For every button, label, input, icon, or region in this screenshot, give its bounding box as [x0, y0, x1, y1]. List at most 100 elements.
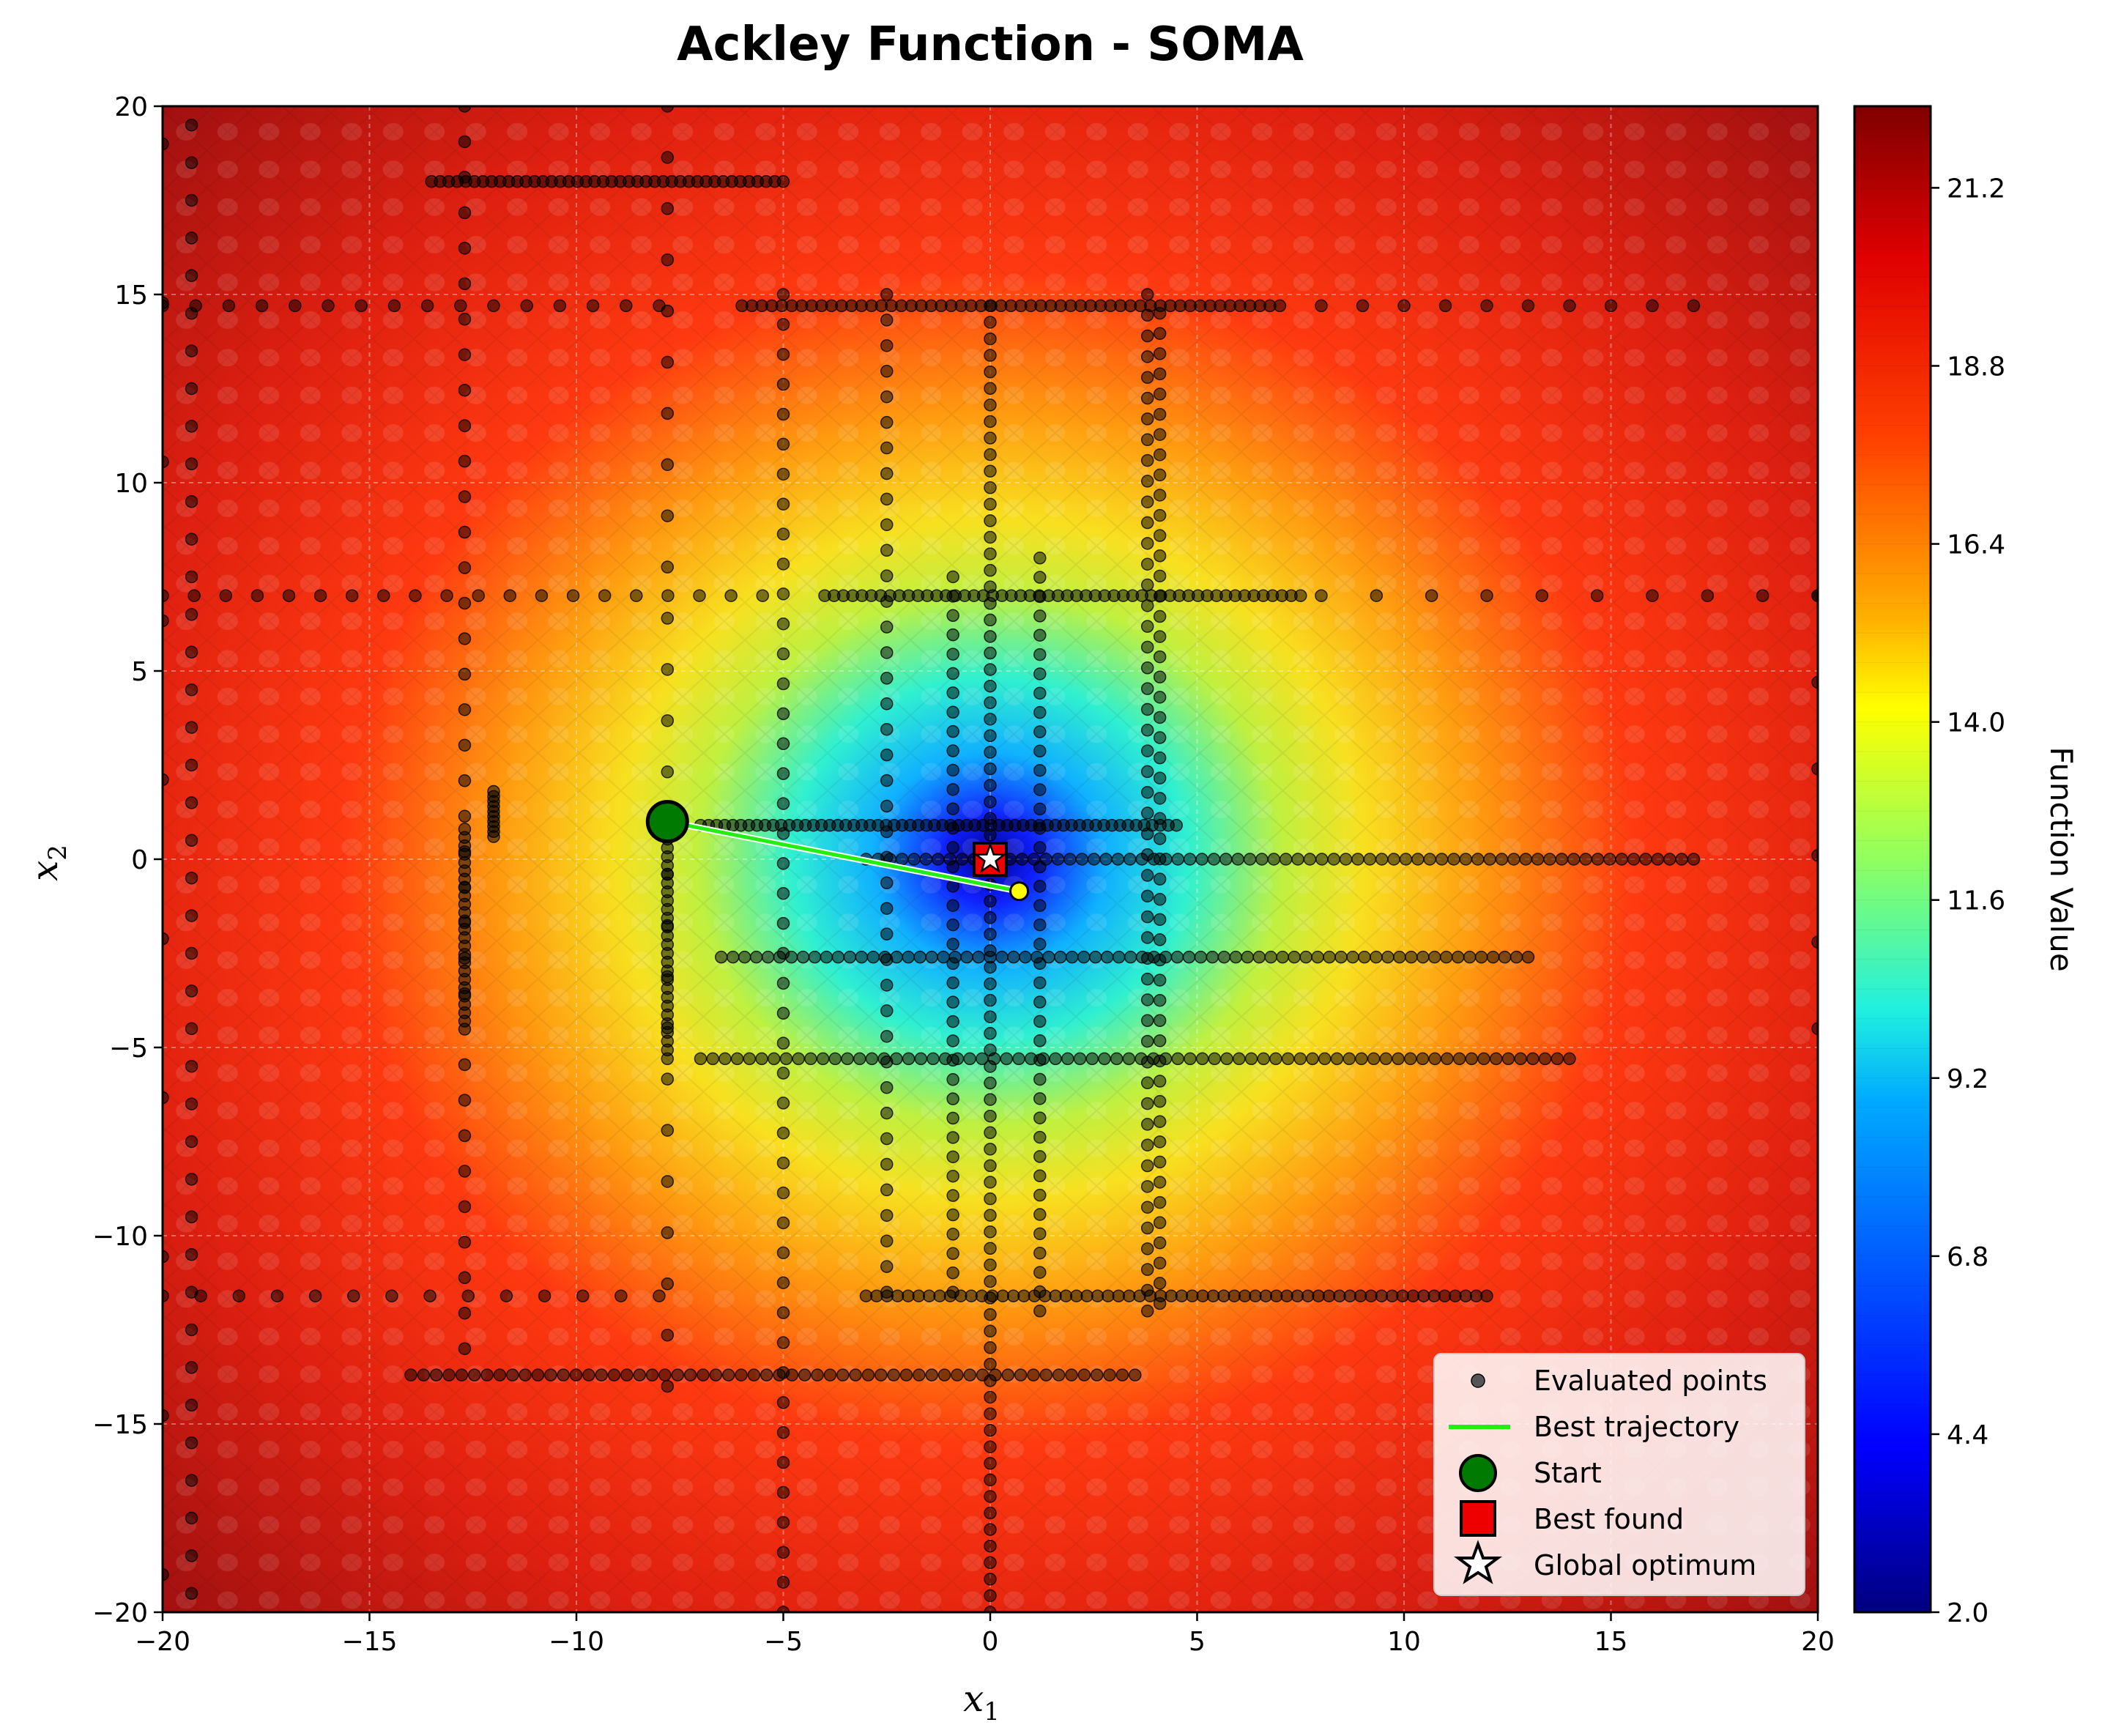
evaluated-point	[880, 1080, 894, 1094]
evaluated-point	[984, 365, 997, 379]
evaluated-point	[163, 455, 169, 469]
evaluated-point	[661, 1379, 675, 1393]
evaluated-point	[984, 316, 997, 329]
evaluated-point	[1140, 391, 1154, 405]
evaluated-point	[1007, 950, 1020, 964]
evaluated-point	[185, 834, 198, 847]
evaluated-point	[1140, 1283, 1154, 1297]
evaluated-point	[1563, 1052, 1576, 1066]
evaluated-point	[1241, 950, 1255, 964]
evaluated-point	[1356, 299, 1370, 313]
evaluated-point	[984, 1374, 997, 1387]
evaluated-point	[569, 1368, 583, 1381]
evaluated-point	[880, 672, 894, 685]
evaluated-point	[925, 950, 938, 964]
evaluated-point	[661, 970, 675, 984]
evaluated-point	[185, 1511, 198, 1525]
evaluated-point	[984, 1556, 997, 1570]
evaluated-point	[1140, 869, 1154, 882]
evaluated-point	[880, 825, 894, 839]
evaluated-point	[1000, 1052, 1014, 1066]
evaluated-point	[1033, 1188, 1047, 1202]
evaluated-point	[620, 1368, 634, 1381]
evaluated-point	[776, 1306, 790, 1319]
evaluated-point	[1375, 1289, 1389, 1302]
evaluated-point	[880, 927, 894, 941]
evaluated-point	[776, 557, 790, 571]
evaluated-point	[661, 106, 675, 113]
evaluated-point	[1140, 1097, 1154, 1110]
evaluated-point	[163, 1289, 169, 1302]
legend-label-best-trajectory: Best trajectory	[1534, 1411, 1739, 1443]
evaluated-point	[1555, 853, 1569, 866]
evaluated-point	[1591, 853, 1605, 866]
evaluated-point	[1463, 950, 1477, 964]
evaluated-point	[1646, 589, 1659, 602]
evaluated-point	[1140, 1118, 1154, 1131]
evaluated-point	[776, 857, 790, 870]
evaluated-point	[1153, 1075, 1167, 1088]
evaluated-point	[984, 382, 997, 396]
evaluated-point	[653, 299, 666, 313]
evaluated-point	[1153, 1135, 1167, 1149]
evaluated-point	[385, 1289, 398, 1302]
evaluated-point	[946, 783, 959, 796]
evaluated-point	[946, 1073, 959, 1086]
evaluated-point	[1153, 933, 1167, 946]
evaluated-point	[880, 1132, 894, 1146]
evaluated-point	[1590, 589, 1604, 602]
x-tick-label: 20	[1801, 1627, 1835, 1657]
evaluated-point	[1140, 599, 1154, 612]
evaluated-point	[487, 299, 500, 313]
evaluated-point	[866, 950, 880, 964]
evaluated-point	[1363, 853, 1377, 866]
evaluated-point	[1208, 1052, 1222, 1066]
evaluated-point	[409, 589, 422, 602]
evaluated-point	[880, 1030, 894, 1043]
evaluated-point	[1756, 589, 1769, 602]
evaluated-point	[984, 431, 997, 445]
evaluated-point	[776, 348, 790, 361]
evaluated-point	[1153, 1297, 1167, 1310]
evaluated-point	[1140, 931, 1154, 944]
evaluated-point	[880, 314, 894, 327]
evaluated-point	[1153, 569, 1167, 583]
evaluated-point	[1483, 853, 1496, 866]
evaluated-point	[1153, 327, 1167, 341]
evaluated-point	[1811, 935, 1818, 949]
evaluated-point	[163, 299, 169, 313]
evaluated-point	[880, 697, 894, 711]
evaluated-point	[1111, 853, 1125, 866]
evaluated-point	[779, 1052, 793, 1066]
evaluated-point	[1087, 853, 1101, 866]
evaluated-point	[458, 1023, 472, 1036]
evaluated-point	[417, 1368, 431, 1381]
evaluated-point	[1330, 1052, 1344, 1066]
evaluated-point	[776, 677, 790, 691]
evaluated-point	[1033, 705, 1047, 719]
evaluated-point	[1110, 1052, 1124, 1066]
evaluated-point	[480, 1368, 494, 1381]
evaluated-point	[1015, 853, 1029, 866]
colorbar-ticks: 2.0 4.4 6.8 9.2 11.6 14.0 16.4 18.8 21.2	[1931, 174, 2005, 1628]
evaluated-point	[1627, 853, 1641, 866]
evaluated-point	[458, 845, 472, 858]
evaluated-point	[219, 589, 232, 602]
evaluated-point	[880, 646, 894, 659]
evaluated-point	[1077, 1368, 1091, 1381]
evaluated-point	[1438, 299, 1452, 313]
evaluated-point	[880, 953, 894, 966]
evaluated-point	[661, 1072, 675, 1086]
evaluated-point	[951, 1368, 964, 1381]
evaluated-point	[458, 1129, 472, 1143]
evaluated-point	[798, 1368, 812, 1381]
evaluated-point	[984, 1539, 997, 1553]
evaluated-point	[1288, 950, 1301, 964]
x-axis-label-base: x	[963, 1677, 984, 1720]
evaluated-point	[1070, 1289, 1083, 1302]
evaluated-point	[1153, 872, 1167, 886]
evaluated-point	[1140, 682, 1154, 695]
evaluated-point	[185, 570, 198, 584]
evaluated-point	[1701, 589, 1715, 602]
evaluated-point	[1080, 1289, 1093, 1302]
